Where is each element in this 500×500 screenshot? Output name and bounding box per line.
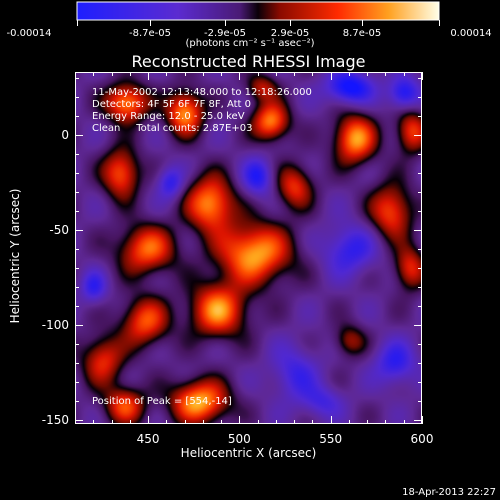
colorbar-gradient [76, 1, 440, 21]
colorbar-tick-label: -8.7e-05 [129, 28, 171, 39]
energy-range: Energy Range: 12.0 - 25.0 keV [92, 111, 245, 122]
chart-title: Reconstructed RHESSI Image [131, 52, 366, 71]
timestamp: 18-Apr-2013 22:27 [402, 487, 496, 498]
colorbar-tick-label: 8.7e-05 [342, 28, 382, 39]
observation-annotation: 11-May-2002 12:13:48.000 to 12:18:26.000… [92, 87, 312, 135]
colorbar-tick-label: -2.9e-05 [204, 28, 246, 39]
colorbar-tick-label: 2.9e-05 [270, 28, 310, 39]
y-tick-label: -100 [42, 318, 69, 332]
y-tick-label: -50 [49, 223, 69, 237]
colorbar-tick-label: 0.00014 [450, 28, 492, 39]
peak-position-label: Position of Peak = [554,-14] [92, 396, 232, 407]
colorbar-tick-marks [77, 20, 440, 26]
x-tick-label: 500 [228, 432, 251, 446]
detectors: Detectors: 4F 5F 6F 7F 8F, Att 0 [92, 99, 252, 110]
colorbar-tick-label: -0.00014 [6, 28, 52, 39]
x-tick-label: 450 [137, 432, 160, 446]
y-axis-label: Heliocentric Y (arcsec) [8, 188, 22, 324]
x-axis-label: Heliocentric X (arcsec) [180, 446, 317, 460]
colorbar-units: (photons cm⁻² s⁻¹ asec⁻²) [185, 38, 315, 49]
y-tick-label: -150 [42, 413, 69, 427]
time-range: 11-May-2002 12:13:48.000 to 12:18:26.000 [92, 87, 312, 98]
x-tick-label: 550 [319, 432, 342, 446]
clean-total-counts: Clean Total counts: 2.87E+03 [92, 123, 253, 134]
colorbar [76, 1, 440, 26]
y-tick-label: 0 [61, 128, 69, 142]
x-tick-label: 600 [411, 432, 434, 446]
